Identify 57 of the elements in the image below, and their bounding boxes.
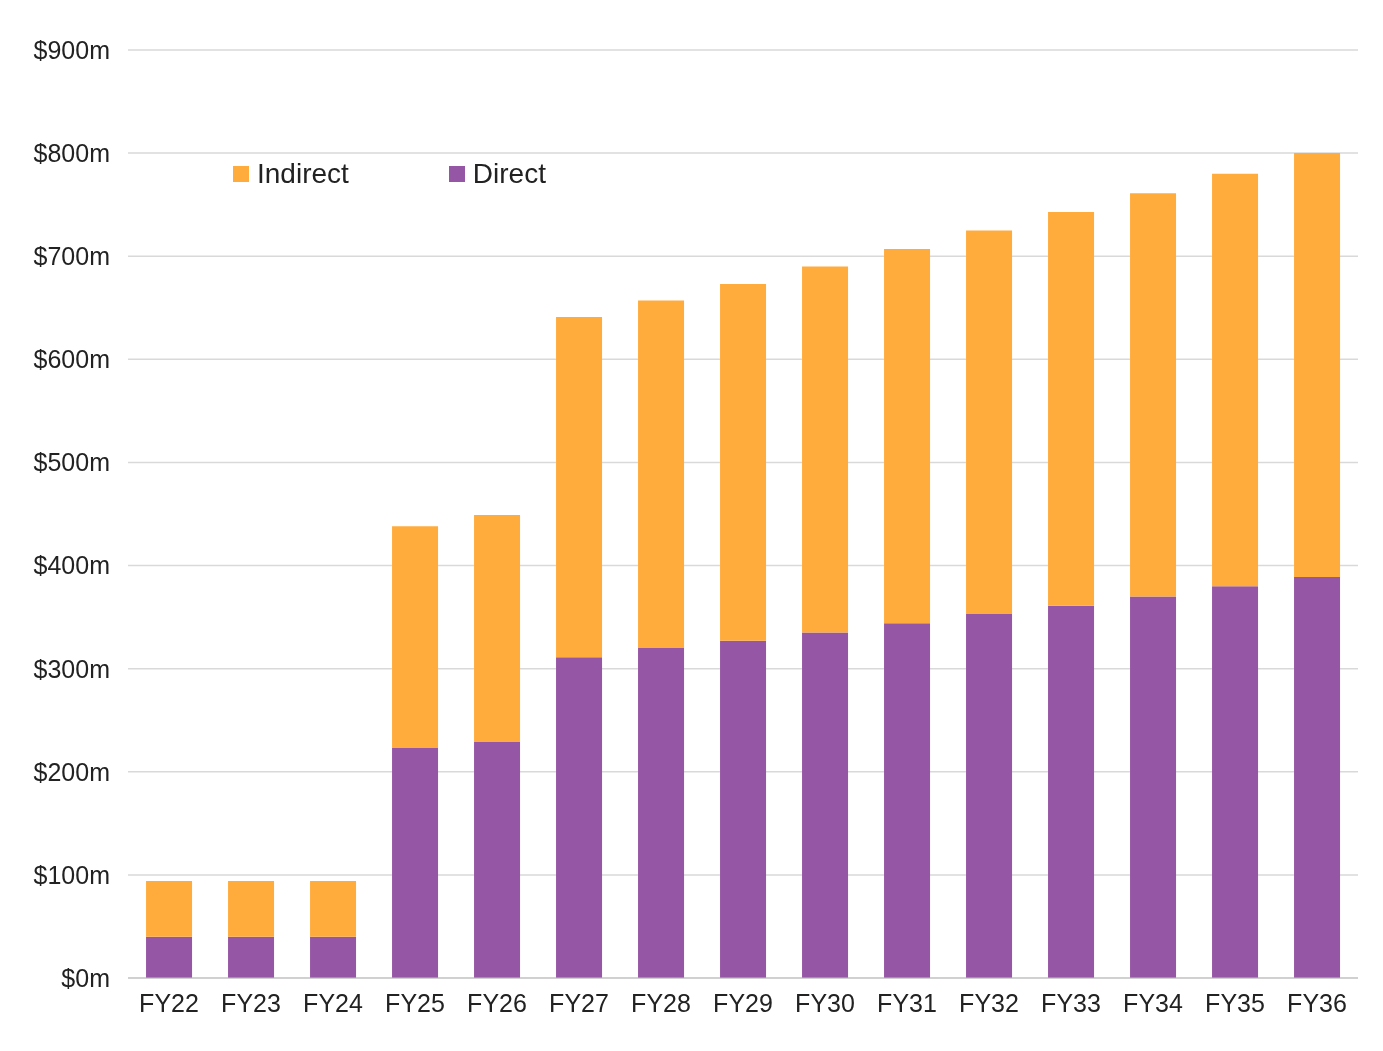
bar <box>966 614 1013 978</box>
y-tick-label: $700m <box>33 242 110 271</box>
y-tick-label: $0m <box>61 963 110 992</box>
legend-label: Indirect <box>257 158 349 190</box>
x-tick-label: FY34 <box>1123 988 1183 1017</box>
bar <box>1130 596 1177 978</box>
x-tick-label: FY32 <box>959 988 1019 1017</box>
x-tick-label: FY35 <box>1205 988 1265 1017</box>
bar <box>1294 153 1341 577</box>
bar <box>474 515 521 742</box>
x-tick-label: FY22 <box>139 988 199 1017</box>
y-tick-label: $900m <box>33 35 110 64</box>
bar <box>638 300 685 649</box>
bar <box>146 881 193 937</box>
legend-label: Direct <box>472 158 546 190</box>
x-tick-label: FY28 <box>631 988 691 1017</box>
bar <box>802 632 849 978</box>
y-tick-label: $200m <box>33 757 110 786</box>
bar <box>1048 211 1095 606</box>
bar <box>1212 173 1259 587</box>
bar <box>1130 193 1177 597</box>
bar <box>392 526 439 749</box>
bar <box>310 881 357 937</box>
bar <box>802 266 849 633</box>
bar <box>720 284 767 641</box>
bar <box>1048 605 1095 978</box>
y-tick-label: $400m <box>33 551 110 580</box>
bar <box>310 936 357 978</box>
x-tick-label: FY27 <box>549 988 609 1017</box>
bar <box>556 657 603 978</box>
bar <box>638 648 685 978</box>
bar <box>474 741 521 978</box>
bar <box>720 640 767 978</box>
bar <box>146 936 193 978</box>
x-tick-label: FY31 <box>877 988 937 1017</box>
bar <box>884 623 931 978</box>
bar <box>392 748 439 978</box>
x-tick-label: FY24 <box>303 988 363 1017</box>
bar <box>966 230 1013 615</box>
y-tick-label: $500m <box>33 448 110 477</box>
bar <box>884 249 931 624</box>
x-tick-label: FY25 <box>385 988 445 1017</box>
y-tick-label: $100m <box>33 860 110 889</box>
bar <box>556 317 603 658</box>
bar <box>1294 576 1341 978</box>
x-tick-label: FY30 <box>795 988 855 1017</box>
x-tick-label: FY29 <box>713 988 773 1017</box>
y-tick-label: $300m <box>33 654 110 683</box>
x-tick-label: FY36 <box>1287 988 1347 1017</box>
bar <box>228 881 275 937</box>
x-tick-label: FY23 <box>221 988 281 1017</box>
x-tick-label: FY26 <box>467 988 527 1017</box>
bar <box>228 936 275 978</box>
x-tick-label: FY33 <box>1041 988 1101 1017</box>
bar <box>1212 586 1259 978</box>
y-tick-label: $600m <box>33 345 110 374</box>
y-tick-label: $800m <box>33 138 110 167</box>
